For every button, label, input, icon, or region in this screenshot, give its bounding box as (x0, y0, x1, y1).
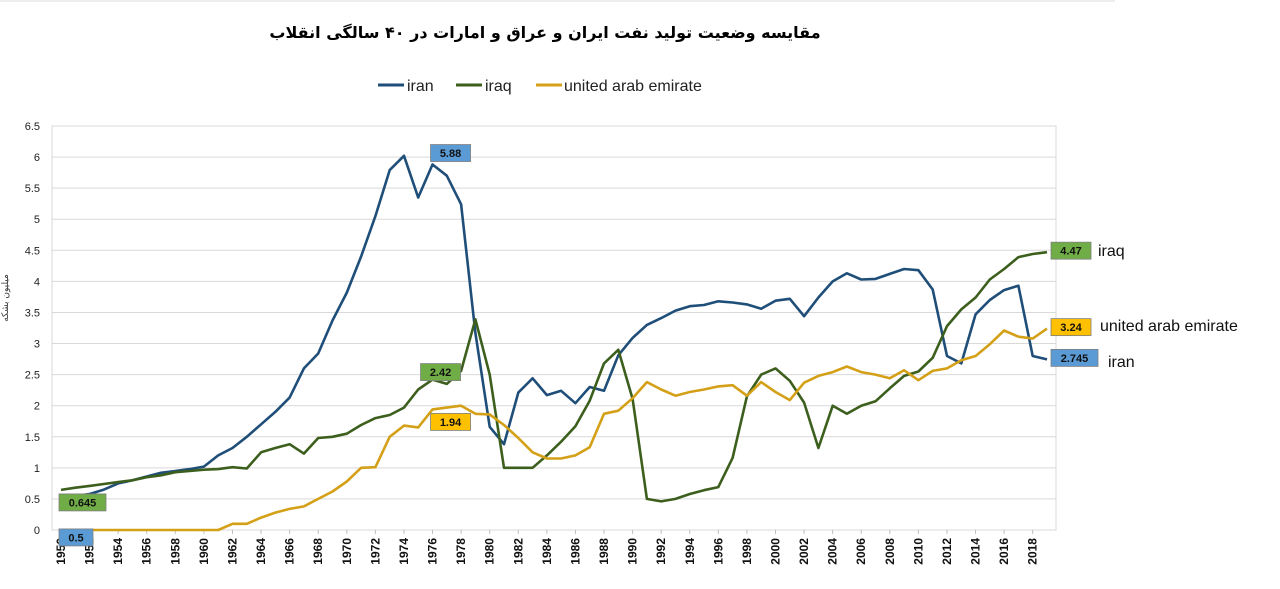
x-tick-label: 2012 (940, 538, 954, 565)
callout-value: 0.5 (68, 532, 83, 544)
callout-value: 3.24 (1060, 322, 1082, 334)
x-tick-label: 1954 (111, 538, 125, 565)
chart-title: مقایسه وضعیت تولید نفت ایران و عراق و ام… (269, 23, 820, 42)
x-tick-label: 2006 (854, 538, 868, 565)
x-tick-label: 1964 (254, 538, 268, 565)
callout-box (430, 413, 471, 431)
x-axis-ticks: 1950 1952 1954 1956 1958 1960 1962 1964 1966 1968… (54, 530, 1040, 565)
x-tick-label: 2010 (911, 538, 925, 565)
series-lines (60, 154, 1048, 532)
callout-united-arab-emirate: 1.94 (430, 413, 471, 431)
x-tick-label: 1962 (225, 538, 239, 565)
callout-value: 5.88 (440, 148, 461, 160)
x-tick-label: 1956 (140, 538, 154, 565)
y-tick-label: 0 (34, 525, 40, 537)
x-tick-label: 1990 (626, 538, 640, 565)
callout-box (420, 363, 461, 381)
callout-box (430, 144, 471, 162)
x-tick-label: 1960 (197, 538, 211, 565)
series-line-iraq (60, 250, 1048, 503)
x-tick-label: 1982 (511, 538, 525, 565)
x-tick-label: 1978 (454, 538, 468, 565)
callout-value: 4.47 (1060, 246, 1081, 258)
data-callouts: 0.645 0.5 5.88 2.42 1.94 4.47 3.24 2.745 (58, 144, 1099, 547)
series-end-labels: iraq united arab emirate iran (1098, 243, 1238, 371)
end-label-iran: iran (1108, 354, 1135, 371)
x-tick-label: 1996 (711, 538, 725, 565)
series-line-united-arab-emirate (61, 327, 1048, 532)
y-tick-label: 4 (34, 276, 40, 288)
x-tick-label: 2008 (883, 538, 897, 565)
x-tick-label: 2000 (768, 538, 782, 565)
callout-iraq: 4.47 (1050, 241, 1092, 260)
y-tick-label: 1 (34, 463, 40, 475)
end-label-iraq: iraq (1098, 243, 1125, 260)
x-tick-label: 1980 (483, 538, 497, 565)
callout-value: 2.42 (430, 367, 451, 379)
x-tick-label: 1994 (683, 538, 697, 565)
x-tick-label: 1998 (740, 538, 754, 565)
y-tick-label: 5 (34, 214, 40, 226)
callout-value: 2.745 (1061, 353, 1089, 365)
callout-iran: 0.5 (58, 528, 94, 547)
callout-united-arab-emirate: 3.24 (1050, 318, 1092, 337)
x-tick-label: 2002 (797, 538, 811, 565)
x-tick-label: 1970 (340, 538, 354, 565)
y-tick-label: 5.5 (25, 183, 40, 195)
x-tick-label: 1992 (654, 538, 668, 565)
legend-label-uae: united arab emirate (564, 78, 702, 95)
y-tick-label: 3 (34, 339, 40, 351)
callout-box (1050, 241, 1092, 260)
legend: iran iraq united arab emirate (378, 78, 702, 95)
callout-iran: 5.88 (430, 144, 471, 162)
callout-box (58, 528, 94, 547)
callout-iraq: 0.645 (58, 493, 107, 512)
x-tick-label: 2018 (1026, 538, 1040, 565)
y-tick-label: 1.5 (25, 432, 40, 444)
x-tick-label: 1976 (426, 538, 440, 565)
y-tick-label: 4.5 (25, 245, 40, 257)
y-axis-ticks: 0 0.5 1 1.5 2 2.5 3 3.5 4 4.5 5 5.5 6 6.5 (25, 121, 40, 537)
end-label-united-arab-emirate: united arab emirate (1100, 318, 1238, 335)
x-tick-label: 1986 (568, 538, 582, 565)
callout-box (58, 493, 107, 512)
x-tick-label: 1968 (311, 538, 325, 565)
callout-iran: 2.745 (1050, 348, 1099, 367)
legend-label-iraq: iraq (485, 78, 512, 95)
callout-box (1050, 318, 1092, 337)
x-tick-label: 2014 (969, 538, 983, 565)
y-tick-label: 6 (34, 152, 40, 164)
callout-value: 1.94 (440, 417, 462, 429)
callout-iraq: 2.42 (420, 363, 461, 381)
y-tick-label: 6.5 (25, 121, 40, 133)
callout-value: 0.645 (69, 497, 97, 509)
x-tick-label: 1988 (597, 538, 611, 565)
x-tick-label: 2016 (997, 538, 1011, 565)
y-tick-label: 2.5 (25, 370, 40, 382)
x-tick-label: 1972 (368, 538, 382, 565)
series-line-iran (60, 154, 1048, 501)
x-tick-label: 1966 (283, 538, 297, 565)
y-tick-label: 3.5 (25, 307, 40, 319)
y-axis-label: میلیون بشکه (1, 274, 11, 322)
x-tick-label: 1958 (168, 538, 182, 565)
y-tick-label: 2 (34, 401, 40, 413)
x-tick-label: 1984 (540, 538, 554, 565)
y-tick-label: 0.5 (25, 494, 40, 506)
legend-label-iran: iran (407, 78, 434, 95)
x-tick-label: 2004 (826, 538, 840, 565)
x-tick-label: 1974 (397, 538, 411, 565)
callout-box (1050, 348, 1099, 367)
